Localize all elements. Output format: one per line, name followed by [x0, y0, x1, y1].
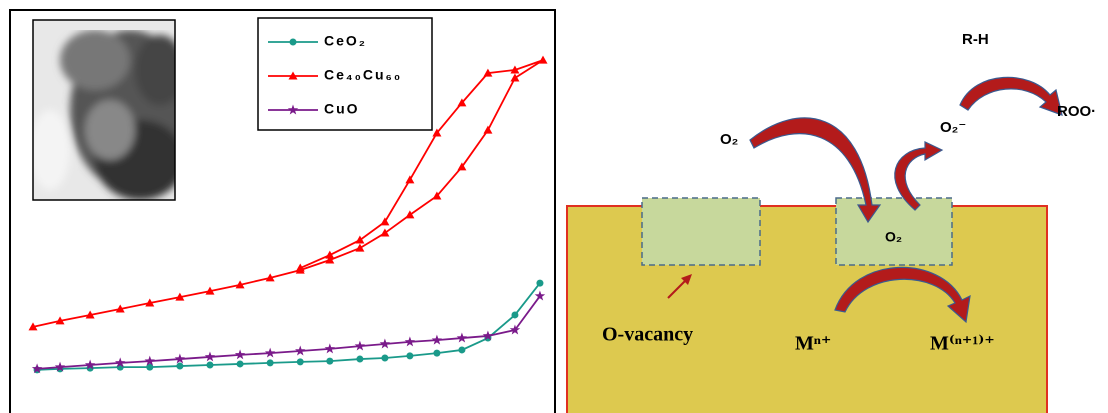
- marker: [326, 358, 333, 365]
- product-label: ROO·: [1057, 103, 1096, 120]
- marker: [356, 356, 363, 363]
- marker: [536, 280, 543, 287]
- legend-label: CuO: [324, 101, 360, 117]
- marker: [176, 363, 183, 370]
- legend-label: CeO₂: [324, 33, 367, 49]
- superoxide-label: O₂⁻: [940, 119, 966, 136]
- marker: [511, 311, 518, 318]
- adsorbed-oxygen-label: O₂: [885, 229, 902, 245]
- marker: [406, 352, 413, 359]
- tem-inset: [30, 20, 190, 200]
- oxidized-metal-ion-label: M⁽ⁿ⁺¹⁾⁺: [930, 333, 995, 355]
- marker: [206, 362, 213, 369]
- marker: [433, 350, 440, 357]
- figure: CeO₂ Ce₄₀Cu₆₀ CuO R-H ROO· O₂ O₂⁻ O₂ O-vac…: [0, 0, 1108, 413]
- oxygen-label: O₂: [720, 131, 738, 148]
- marker: [297, 358, 304, 365]
- marker: [381, 355, 388, 362]
- marker: [458, 346, 465, 353]
- legend-label: Ce₄₀Cu₆₀: [324, 67, 402, 83]
- marker: [290, 39, 297, 46]
- marker: [267, 359, 274, 366]
- oxide-surface: [567, 206, 1047, 413]
- marker: [237, 360, 244, 367]
- reactant-label: R-H: [962, 31, 989, 48]
- vacancy-label: O-vacancy: [602, 324, 693, 346]
- vacancy-site: [642, 198, 760, 265]
- metal-ion-label: Mⁿ⁺: [795, 333, 831, 355]
